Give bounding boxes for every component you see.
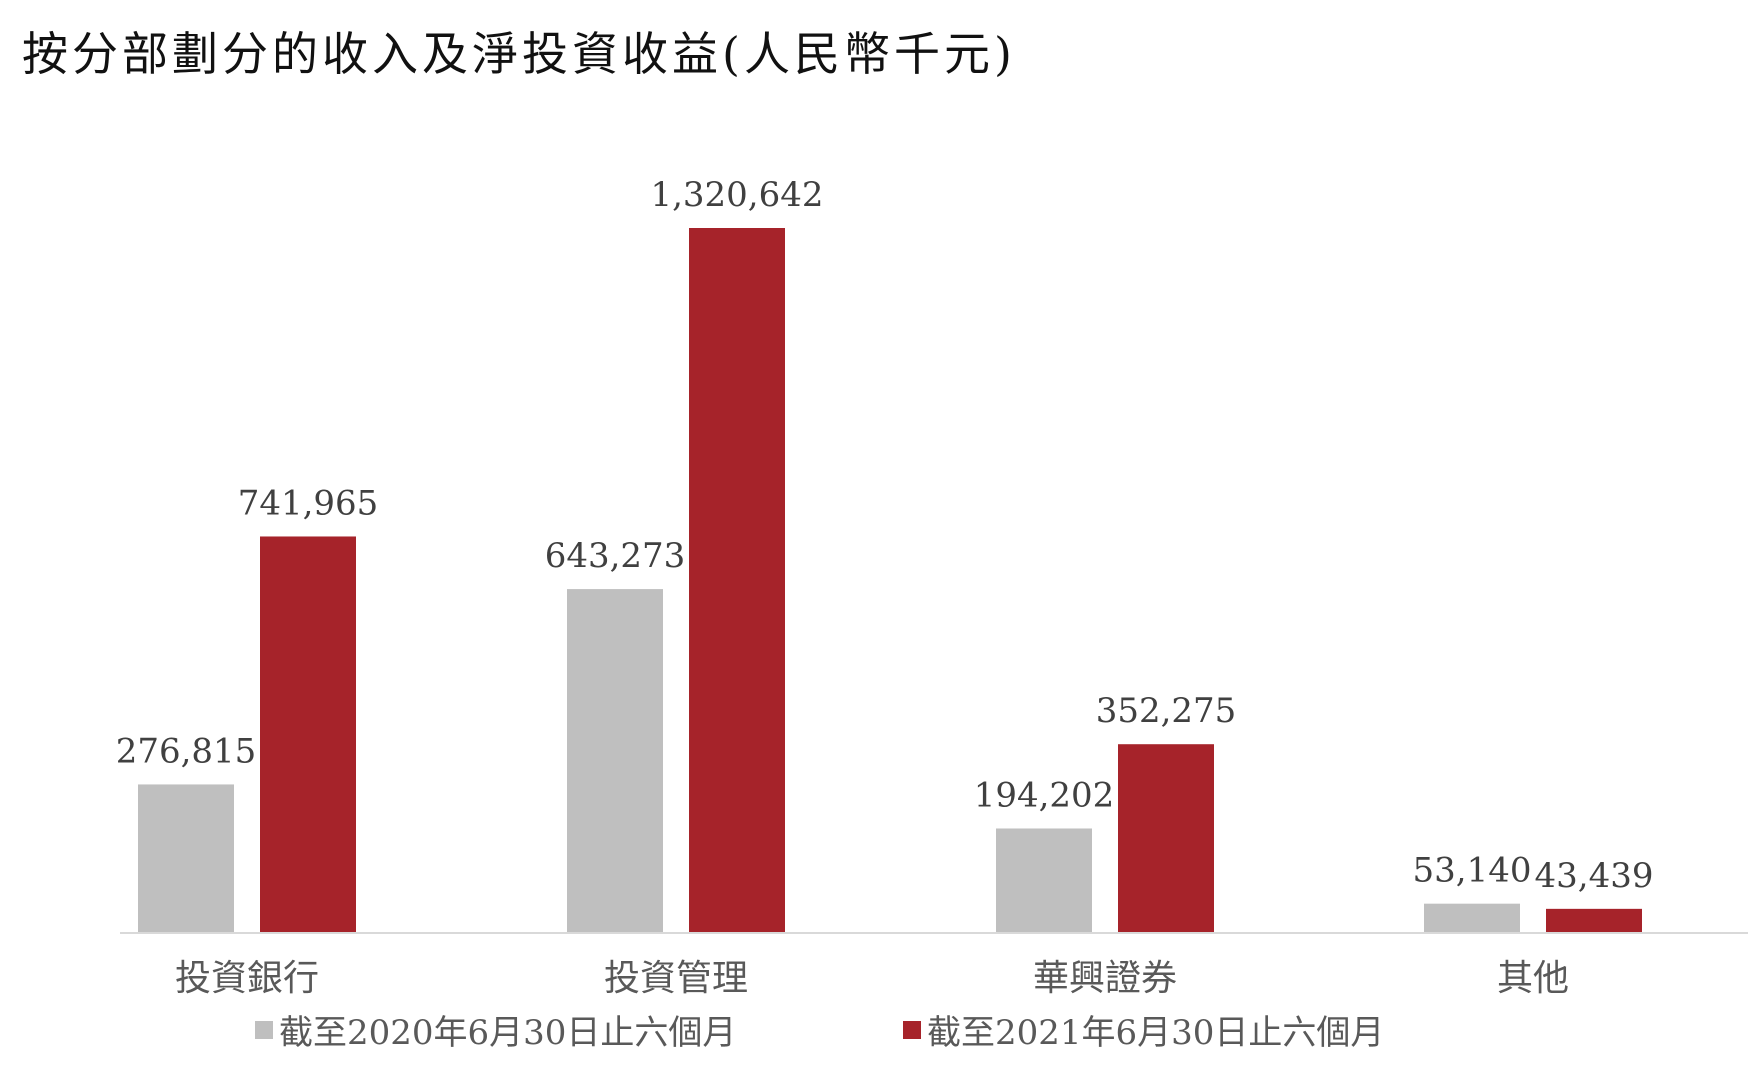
bar-investment-management-2020	[567, 589, 663, 932]
bar-investment-banking-2021	[260, 536, 356, 932]
data-label-investment-banking-2021: 741,965	[238, 483, 379, 523]
category-label-investment-banking: 投資銀行	[175, 958, 319, 999]
legend-item-2021: 截至2021年6月30日止六個月	[903, 1005, 1384, 1054]
legend-label-2021: 截至2021年6月30日止六個月	[927, 1013, 1385, 1053]
category-label-huaxing-securities: 華興證券	[1033, 958, 1177, 999]
bar-huaxing-securities-2020	[996, 828, 1092, 932]
category-label-other: 其他	[1497, 958, 1569, 999]
legend-item-2020: 截至2020年6月30日止六個月	[255, 1005, 736, 1054]
legend-swatch-2021	[903, 1020, 921, 1039]
data-label-other-2020: 53,140	[1413, 851, 1532, 891]
data-label-huaxing-securities-2021: 352,275	[1096, 691, 1237, 731]
data-label-investment-banking-2020: 276,815	[116, 731, 257, 771]
bar-other-2020	[1424, 903, 1520, 932]
data-label-investment-management-2020: 643,273	[545, 536, 686, 576]
bar-other-2021	[1546, 908, 1642, 932]
data-label-huaxing-securities-2020: 194,202	[974, 775, 1115, 815]
bar-investment-banking-2020	[138, 784, 234, 932]
legend-label-2020: 截至2020年6月30日止六個月	[279, 1013, 737, 1053]
legend-swatch-2020	[255, 1020, 273, 1039]
data-label-other-2021: 43,439	[1535, 856, 1654, 896]
chart-legend: 截至2020年6月30日止六個月 截至2021年6月30日止六個月	[0, 1005, 1748, 1055]
chart-title: 按分部劃分的收入及淨投資收益(人民幣千元)	[22, 27, 1016, 81]
bar-investment-management-2021	[689, 228, 785, 932]
bar-huaxing-securities-2021	[1118, 744, 1214, 932]
category-label-investment-management: 投資管理	[604, 958, 748, 999]
data-label-investment-management-2021: 1,320,642	[650, 175, 823, 215]
